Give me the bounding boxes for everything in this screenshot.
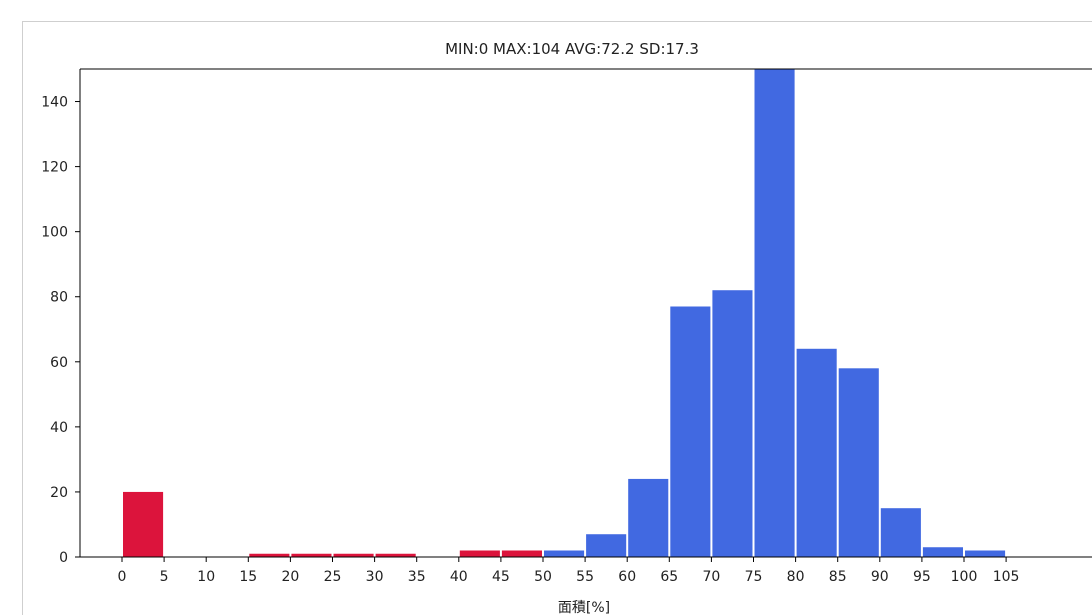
- x-tick-label: 75: [745, 569, 763, 585]
- x-tick-label: 80: [787, 569, 805, 585]
- histogram-bar-65: [670, 306, 711, 557]
- x-tick-label: 40: [450, 569, 468, 585]
- x-tick-label: 30: [366, 569, 384, 585]
- y-tick-label: 100: [41, 225, 68, 241]
- x-tick-label: 35: [408, 569, 426, 585]
- bars-group: [123, 69, 1006, 557]
- x-tick-label: 70: [702, 569, 720, 585]
- histogram-bar-45: [501, 550, 542, 557]
- y-tick-label: 120: [41, 160, 68, 176]
- chart-title: MIN:0 MAX:104 AVG:72.2 SD:17.3: [445, 40, 699, 58]
- x-tick-label: 85: [829, 569, 847, 585]
- x-tick-label: 95: [913, 569, 931, 585]
- y-tick-label: 40: [50, 420, 68, 436]
- histogram-bar-90: [880, 508, 921, 557]
- histogram-bar-25: [333, 553, 374, 557]
- histogram-bar-100: [965, 550, 1006, 557]
- x-tick-label: 105: [993, 569, 1020, 585]
- histogram-bar-15: [249, 553, 290, 557]
- axes-group: 0 20 40 60 80 100 120 140 0 5 10 15 20 25 30 35 40 45 50 55…: [41, 68, 1092, 585]
- histogram-bar-60: [628, 478, 669, 557]
- x-tick-label: 55: [576, 569, 594, 585]
- x-tick-label: 100: [951, 569, 978, 585]
- histogram-bar-70: [712, 290, 753, 557]
- histogram-bar-30: [375, 553, 416, 557]
- histogram-bar-40: [459, 550, 500, 557]
- y-tick-label: 0: [59, 550, 68, 566]
- histogram-bar-75: [754, 69, 795, 557]
- x-tick-label: 10: [197, 569, 215, 585]
- x-axis-label: 面積[%]: [558, 600, 610, 615]
- x-tick-label: 50: [534, 569, 552, 585]
- histogram-bar-20: [291, 553, 332, 557]
- y-tick-label: 60: [50, 355, 68, 371]
- x-tick-label: 65: [660, 569, 678, 585]
- x-tick-label: 25: [324, 569, 342, 585]
- x-tick-label: 45: [492, 569, 510, 585]
- histogram-bar-80: [796, 348, 837, 557]
- histogram-bar-95: [922, 547, 963, 557]
- chart-frame: [22, 21, 1092, 615]
- x-tick-label: 5: [160, 569, 169, 585]
- histogram-bar-85: [838, 368, 879, 557]
- x-tick-label: 90: [871, 569, 889, 585]
- y-tick-label: 20: [50, 485, 68, 501]
- x-tick-label: 60: [618, 569, 636, 585]
- x-tick-label: 15: [239, 569, 257, 585]
- x-tick-label: 20: [281, 569, 299, 585]
- histogram-bar-55: [586, 534, 627, 557]
- x-tick-label: 0: [118, 569, 127, 585]
- y-tick-label: 80: [50, 290, 68, 306]
- histogram-bar-0: [123, 491, 164, 557]
- y-tick-label: 140: [41, 95, 68, 111]
- histogram-bar-50: [544, 550, 585, 557]
